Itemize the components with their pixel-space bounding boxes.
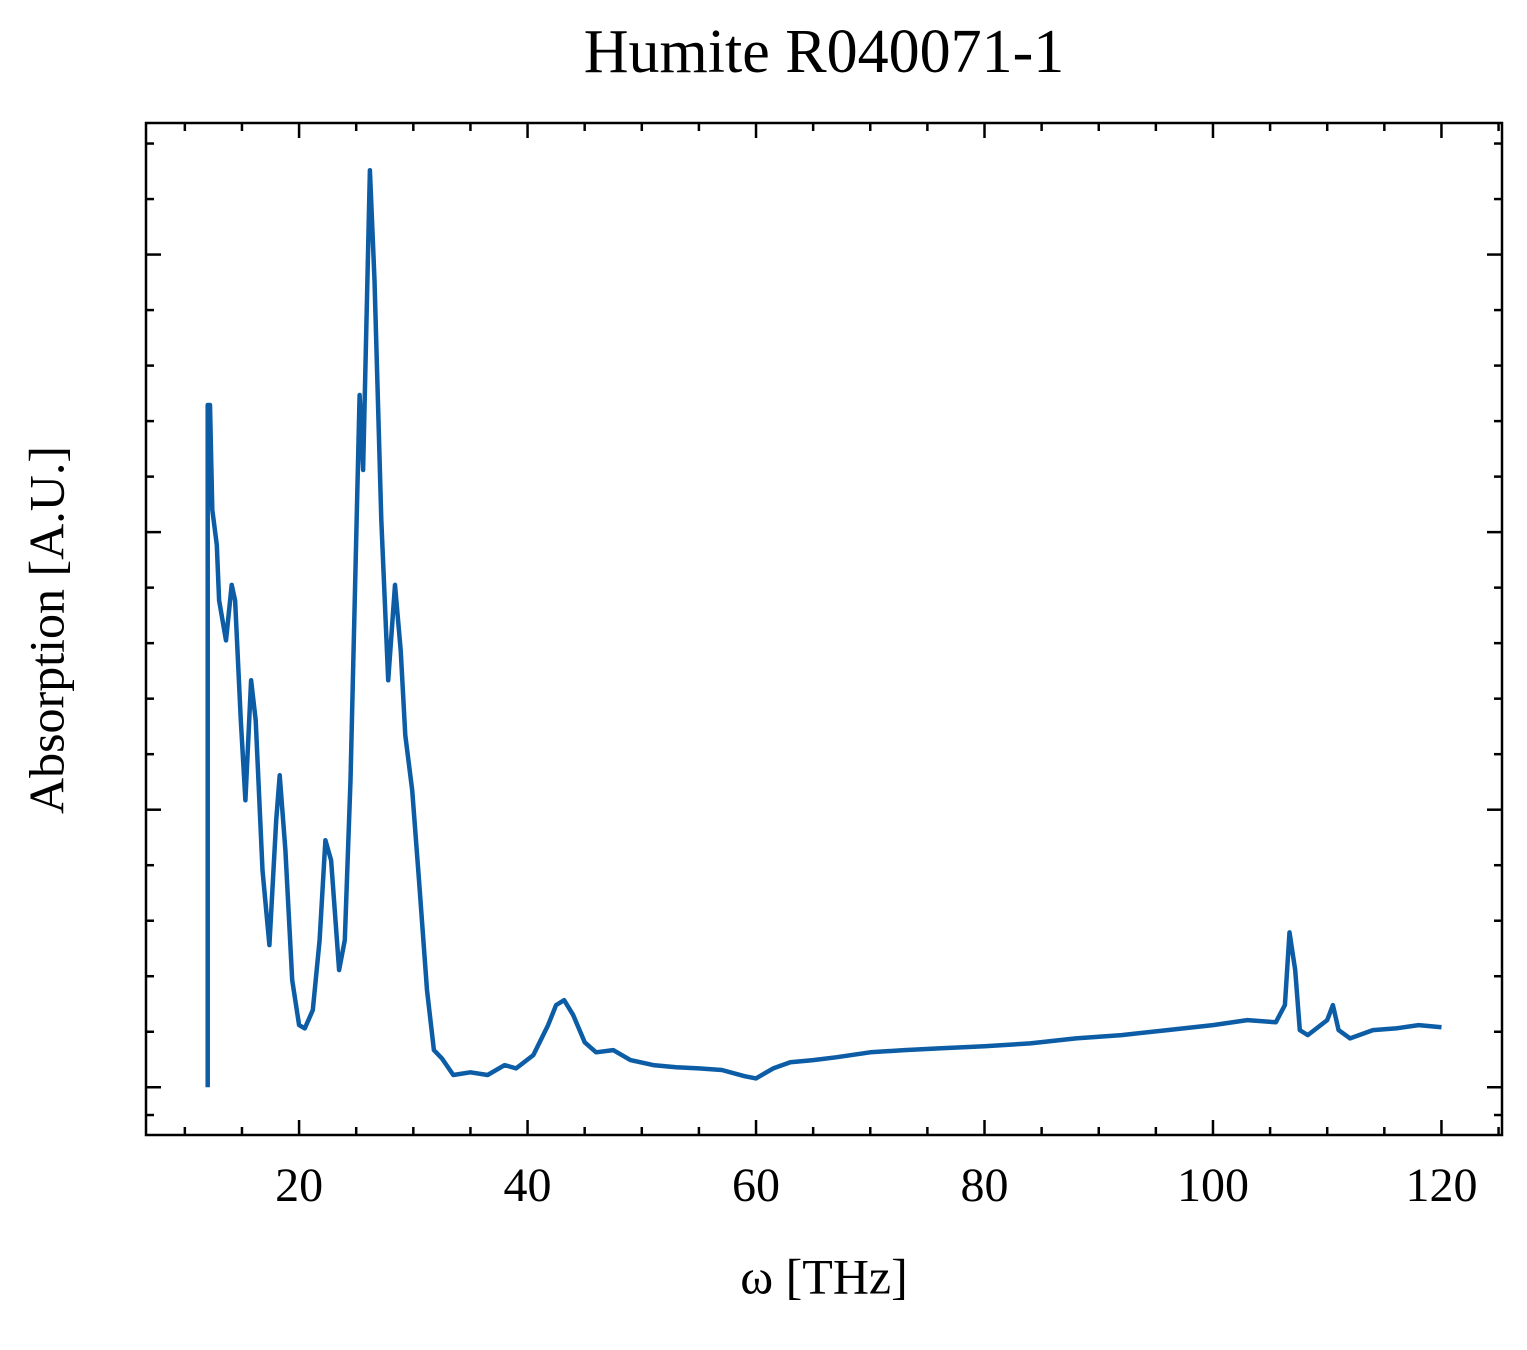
data-line: [205, 167, 1442, 1088]
y-axis-label: Absorption [A.U.]: [18, 446, 74, 814]
x-tick-label: 80: [961, 1159, 1009, 1212]
x-tick-label: 20: [275, 1159, 323, 1212]
plot-frame: [144, 121, 1504, 1137]
x-axis-label: ω [THz]: [740, 1248, 908, 1304]
x-tick-label: 40: [504, 1159, 552, 1212]
x-tick-label: 60: [732, 1159, 780, 1212]
x-tick-label: 100: [1177, 1159, 1249, 1212]
chart-title: Humite R040071-1: [584, 18, 1064, 86]
x-tick-label: 120: [1405, 1159, 1477, 1212]
